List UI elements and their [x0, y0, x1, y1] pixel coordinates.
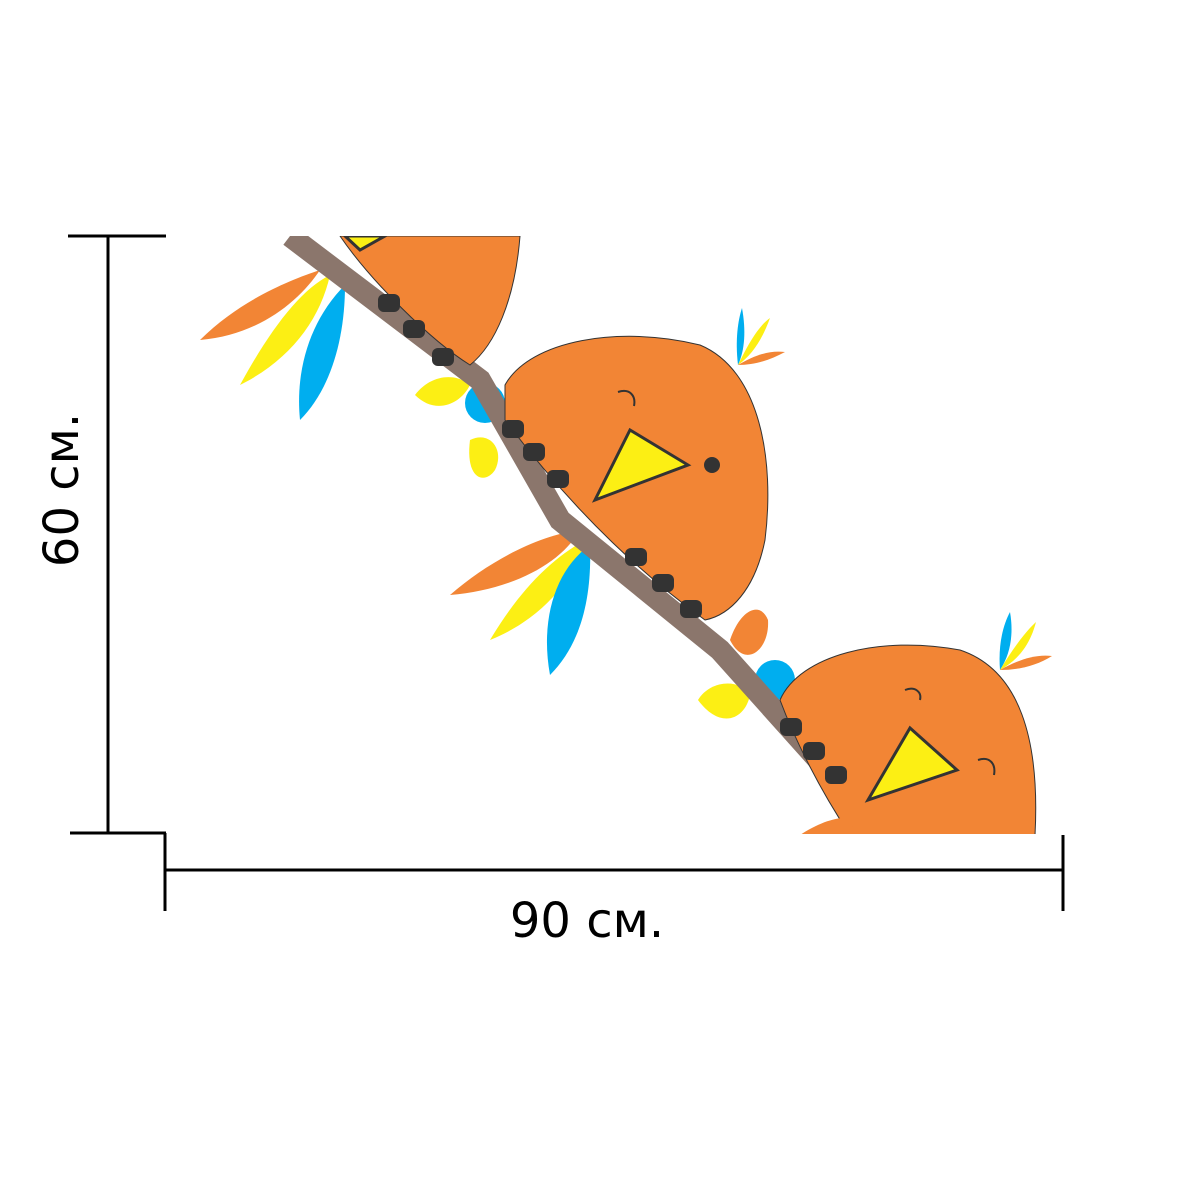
height-label: 60 см. [34, 413, 90, 567]
illustration [200, 236, 1052, 834]
width-dimension: 90 см. [163, 833, 1065, 949]
width-label: 90 см. [510, 893, 664, 949]
height-dimension: 60 см. [34, 234, 166, 835]
